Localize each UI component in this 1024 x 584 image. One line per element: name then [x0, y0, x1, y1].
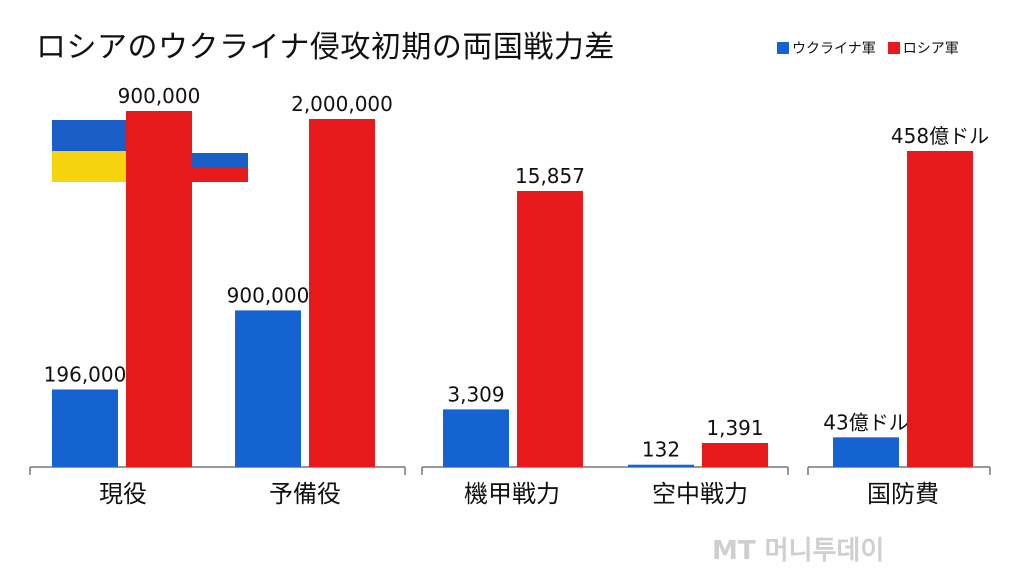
legend-label-ukraine: ウクライナ軍: [792, 41, 876, 57]
legend: ウクライナ軍 ロシア軍: [777, 38, 971, 58]
bar-russia-5: [907, 151, 973, 467]
data-label-russia-1: 900,000: [118, 84, 201, 108]
bar-ukraine-5: [833, 437, 899, 467]
category-label-3: 機甲戦力: [464, 480, 560, 508]
bar-ukraine-3: [443, 409, 509, 467]
category-label-4: 空中戦力: [652, 480, 748, 508]
bar-russia-3: [517, 191, 583, 467]
data-label-ukraine-3: 3,309: [447, 382, 504, 406]
data-label-russia-3: 15,857: [515, 164, 585, 188]
legend-item-ukraine: ウクライナ軍: [777, 38, 876, 58]
bar-ukraine-1: [52, 389, 118, 467]
category-label-5: 国防費: [867, 480, 939, 508]
category-label-2: 予備役: [269, 480, 341, 508]
legend-item-russia: ロシア軍: [887, 38, 959, 58]
watermark-logo: MT 머니투데이: [712, 536, 885, 566]
bar-ukraine-2: [235, 310, 301, 467]
bar-ukraine-4: [628, 464, 694, 467]
data-label-russia-2: 2,000,000: [291, 92, 393, 116]
legend-label-russia: ロシア軍: [902, 41, 959, 57]
bar-russia-1: [126, 111, 192, 467]
category-label-1: 現役: [99, 480, 147, 508]
bar-russia-2: [309, 119, 375, 467]
data-label-ukraine-5: 43億ドル: [823, 410, 908, 434]
data-label-russia-5: 458億ドル: [891, 124, 989, 148]
chart-title: ロシアのウクライナ侵攻初期の両国戦力差: [36, 30, 615, 65]
data-label-ukraine-2: 900,000: [227, 283, 310, 307]
bar-russia-4: [702, 443, 768, 467]
data-label-russia-4: 1,391: [706, 416, 763, 440]
data-label-ukraine-4: 132: [642, 438, 680, 462]
legend-swatch-ukraine: [777, 42, 789, 54]
legend-swatch-russia: [887, 42, 900, 54]
data-label-ukraine-1: 196,000: [44, 362, 127, 386]
